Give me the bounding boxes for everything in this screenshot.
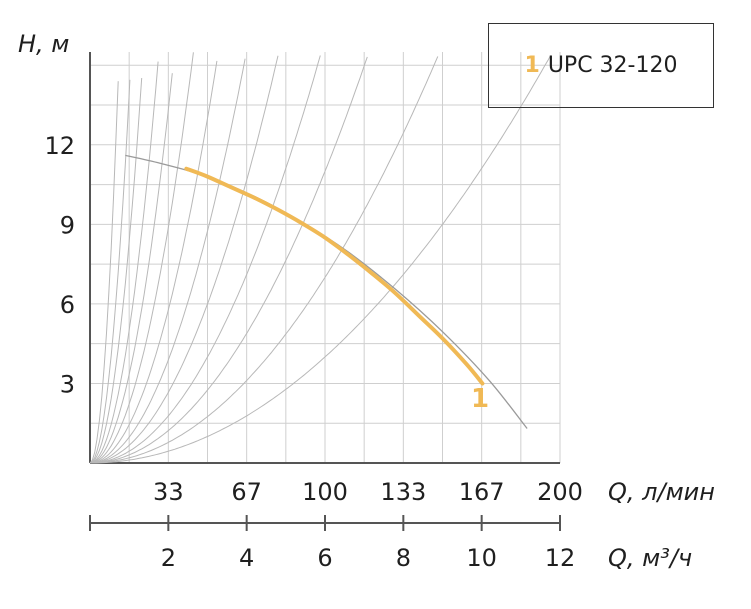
x-tick-label-primary: 33 <box>153 478 184 506</box>
system-curve <box>90 55 552 464</box>
reference-curve <box>125 154 528 429</box>
x-tick-label-secondary: 6 <box>317 544 332 572</box>
grid-lines <box>89 52 561 464</box>
system-curve <box>89 52 194 464</box>
x-tick-label-primary: 100 <box>302 478 348 506</box>
y-tick-label: 9 <box>60 211 75 239</box>
x-axis-title-primary: Q, л/мин <box>608 478 715 506</box>
y-axis: H, м <box>18 30 69 58</box>
system-curve <box>89 79 131 464</box>
x-tick-label-secondary: 8 <box>396 544 411 572</box>
legend-series-label: UPC 32-120 <box>547 53 678 78</box>
legend-series-number: 1 <box>524 53 540 78</box>
x-tick-label-secondary: 4 <box>239 544 254 572</box>
legend: 1 UPC 32-120 <box>488 23 714 108</box>
system-curve <box>90 55 321 464</box>
system-curve <box>89 77 143 464</box>
system-curve <box>89 73 173 464</box>
y-tick-labels: 3 6 9 12 <box>44 132 75 399</box>
system-curve <box>90 56 368 464</box>
y-tick-label: 12 <box>44 132 75 160</box>
x-axis-title-secondary: Q, м³/ч <box>608 544 692 572</box>
system-curve <box>89 61 159 464</box>
y-axis-title: H, м <box>18 30 69 58</box>
x-tick-label-primary: 200 <box>537 478 583 506</box>
system-curve <box>89 60 218 464</box>
system-curve <box>90 56 439 464</box>
x-tick-labels-primary: 33 67 100 133 167 200 <box>153 478 583 506</box>
x-tick-label-primary: 133 <box>380 478 426 506</box>
series-curve-upc-32-120 <box>184 166 485 386</box>
system-curve <box>89 81 119 464</box>
x-tick-label-secondary: 2 <box>161 544 176 572</box>
x-tick-label-primary: 67 <box>231 478 262 506</box>
y-tick-label: 6 <box>60 291 75 319</box>
series-marker-label: 1 <box>471 384 489 414</box>
y-tick-label: 3 <box>60 370 75 398</box>
x-tick-labels-secondary: 2 4 6 8 10 12 <box>161 544 576 572</box>
x-tick-label-secondary: 12 <box>545 544 576 572</box>
x-tick-label-primary: 167 <box>459 478 505 506</box>
secondary-axis-ticks <box>89 515 561 531</box>
x-tick-label-secondary: 10 <box>466 544 497 572</box>
system-curve <box>89 55 279 464</box>
system-curves <box>89 52 552 464</box>
